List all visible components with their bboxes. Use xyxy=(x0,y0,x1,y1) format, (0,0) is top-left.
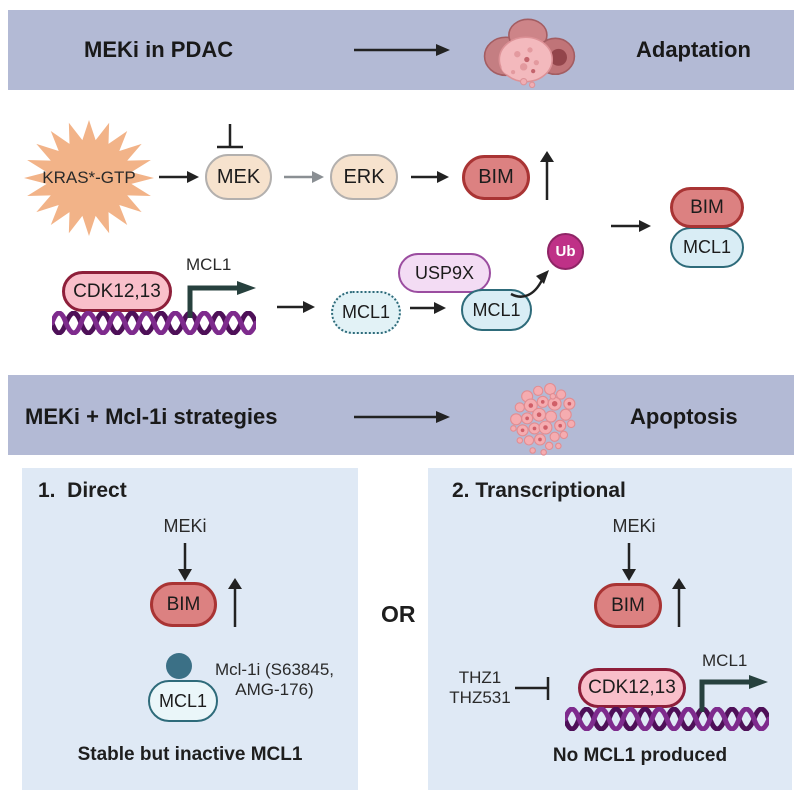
meki-label: MEKi xyxy=(163,516,207,536)
inhibition-bar-icon xyxy=(217,124,243,149)
right-arrow-icon xyxy=(354,44,450,56)
erk-node: ERK xyxy=(330,154,398,200)
kras-label: KRAS*-GTP xyxy=(42,168,136,187)
bim-node: BIM xyxy=(462,155,530,200)
panel-transcriptional-heading: 2. Transcriptional xyxy=(452,479,626,502)
usp9x-node: USP9X xyxy=(398,253,491,293)
banner-bottom-result: Apoptosis xyxy=(630,404,738,429)
panel-direct xyxy=(22,468,358,790)
panel-direct-heading: 1. Direct xyxy=(38,479,127,502)
meki-label: MEKi xyxy=(612,516,656,536)
thz-line1: THZ1 xyxy=(458,668,502,687)
up-arrow-icon xyxy=(672,578,686,627)
panel-transcriptional-caption: No MCL1 produced xyxy=(552,745,728,766)
transcription-arrow-icon xyxy=(699,675,768,712)
mcl1-inhibitor-dot xyxy=(166,653,192,679)
or-label: OR xyxy=(381,601,416,627)
complex-mcl1-node: MCL1 xyxy=(670,227,744,268)
right-arrow-icon xyxy=(611,220,651,232)
transcription-arrow-icon xyxy=(187,281,256,318)
right-arrow-grey-icon xyxy=(284,171,324,183)
mek-node: MEK xyxy=(205,154,272,200)
right-arrow-icon xyxy=(411,171,449,183)
right-arrow-icon xyxy=(410,302,446,314)
down-arrow-icon xyxy=(622,543,636,581)
inhibitor-line2: AMG-176) xyxy=(235,680,314,699)
mcl1-gene-label: MCL1 xyxy=(186,255,232,274)
mcl1-inhibitor-label: Mcl-1i (S63845, AMG-176) xyxy=(202,660,347,700)
panel-transcriptional xyxy=(428,468,792,790)
banner-top-result: Adaptation xyxy=(636,37,751,62)
banner-apoptosis: MEKi + Mcl-1i strategies xyxy=(8,375,794,456)
up-arrow-icon xyxy=(540,151,554,200)
dna-helix xyxy=(52,311,256,335)
cdk-node: CDK12,13 xyxy=(62,271,172,312)
banner-top-title: MEKi in PDAC xyxy=(84,37,234,62)
tumor-cell-illustration xyxy=(483,18,576,88)
mcl1-node: MCL1 xyxy=(148,680,218,722)
apoptotic-cells-illustration xyxy=(510,382,576,456)
kras-starburst xyxy=(24,120,154,236)
up-arrow-icon xyxy=(228,578,242,627)
curved-arrow-icon xyxy=(510,270,549,298)
panel-direct-caption: Stable but inactive MCL1 xyxy=(77,744,303,765)
bim-node: BIM xyxy=(594,583,662,628)
ubiquitin-badge: Ub xyxy=(547,233,584,270)
banner-bottom-title: MEKi + Mcl-1i strategies xyxy=(25,404,278,429)
complex-bim-node: BIM xyxy=(670,187,744,228)
down-arrow-icon xyxy=(178,543,192,581)
banner-adaptation: MEKi in PDAC Adaptation xyxy=(8,10,794,90)
bim-node: BIM xyxy=(150,582,217,627)
right-arrow-icon xyxy=(277,301,315,313)
thz-line2: THZ531 xyxy=(449,688,511,708)
mcl1-nascent-node: MCL1 xyxy=(331,291,401,334)
cdk-node: CDK12,13 xyxy=(578,668,686,708)
right-arrow-icon xyxy=(354,411,450,423)
thz-inhibitors-label: THZ1 THZ531 xyxy=(442,668,518,709)
dna-helix xyxy=(565,707,769,731)
inhibitor-line1: Mcl-1i (S63845, xyxy=(214,660,335,679)
mcl1-gene-label: MCL1 xyxy=(702,651,748,670)
inhibition-bar-icon xyxy=(515,677,550,700)
right-arrow-icon xyxy=(159,171,199,183)
